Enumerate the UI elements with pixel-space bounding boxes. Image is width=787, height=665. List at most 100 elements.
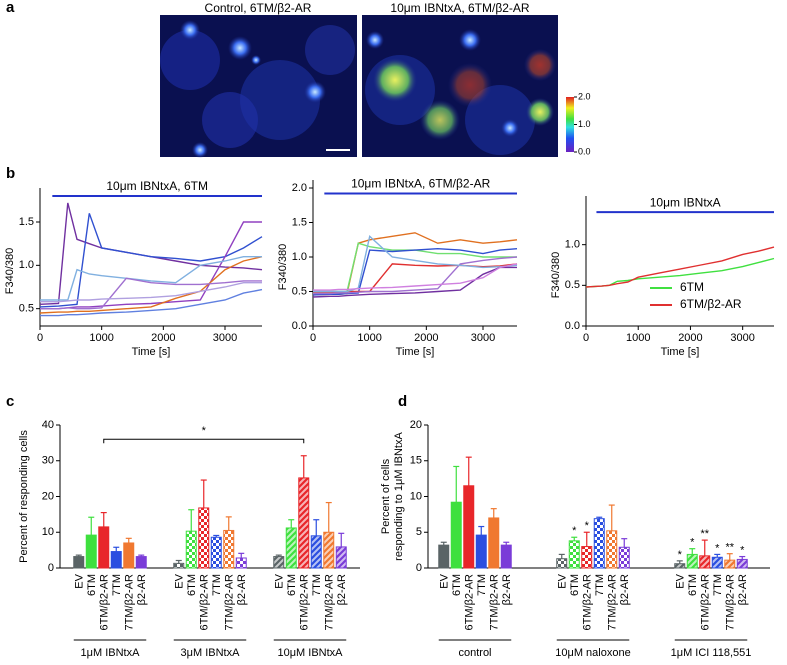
colorbar-tick-label: 2.0 [578, 91, 591, 101]
bar [223, 529, 235, 569]
bar [686, 553, 698, 569]
cell [420, 100, 460, 140]
bar-category-label: 7TM [211, 574, 223, 596]
y-tick-label: 2.0 [292, 182, 307, 194]
bar [699, 555, 711, 569]
cell [373, 58, 417, 102]
bar [736, 558, 748, 569]
x-tick-label: 3000 [730, 332, 754, 344]
bar [310, 535, 322, 569]
bar [500, 544, 512, 569]
bar-category-label: EV [274, 573, 286, 588]
cell [305, 25, 355, 75]
trace [313, 256, 518, 295]
bar-category-label: EV [74, 573, 86, 588]
bar [724, 559, 736, 569]
y-axis-label: Percent of cells [380, 458, 392, 534]
x-axis-label: Time [s] [396, 346, 435, 358]
bar-category-label: 6TM/β2-AR [464, 574, 476, 631]
bar-category-label: 6TM/β2-AR [299, 574, 311, 631]
bar [438, 544, 450, 569]
trace [313, 263, 518, 294]
bar [463, 485, 475, 569]
bar [593, 518, 605, 569]
stimulus-label: 10μm IBNtxA, 6TM [106, 179, 208, 193]
trace [39, 256, 263, 314]
bar [185, 530, 197, 569]
bar-category-label: 7TM [311, 574, 323, 596]
image-title: 10μm IBNtxA, 6TM/β2-AR [390, 1, 530, 15]
legend-label: 6TM [680, 280, 704, 294]
y-axis-label: F340/380 [277, 244, 289, 290]
cell [240, 60, 320, 140]
significance: * [202, 425, 207, 437]
y-tick-label: 0.0 [292, 320, 307, 332]
cell [366, 31, 384, 49]
x-tick-label: 2000 [678, 332, 702, 344]
panel-label: c [6, 393, 14, 410]
y-axis-label: F340/380 [550, 252, 562, 298]
trace [39, 202, 263, 305]
trace [313, 234, 518, 293]
bar-category-label: β2-AR [136, 574, 148, 605]
significance: ** [725, 542, 734, 554]
bar [198, 507, 210, 569]
cell [459, 29, 481, 51]
trace [40, 256, 262, 301]
colorbar-tick-label: 1.0 [578, 119, 591, 129]
bar-category-label: 6TM/β2-AR [99, 574, 111, 631]
y-tick-label: 1.5 [292, 216, 307, 228]
stimulus-label: 10μm IBNtxA, 6TM/β2-AR [351, 177, 491, 191]
bar [210, 536, 222, 569]
x-tick-label: 1000 [626, 332, 650, 344]
bar [298, 477, 310, 569]
legend-label: 6TM/β2-AR [680, 297, 742, 311]
bar-category-label: 7TM [712, 574, 724, 596]
significance: * [715, 542, 720, 554]
bar-category-label: 7TM [111, 574, 123, 596]
bar-category-label: 7TM/β2-AR [224, 574, 236, 631]
significance: * [585, 520, 590, 532]
bar-category-label: 7TM/β2-AR [124, 574, 136, 631]
y-tick-label: 20 [410, 419, 422, 431]
panel-label: d [398, 393, 407, 410]
cell [180, 20, 200, 40]
cell [448, 63, 492, 107]
panel-label: a [6, 0, 15, 16]
bar [110, 551, 122, 569]
bar-category-label: β2-AR [336, 574, 348, 605]
y-tick-label: 0.5 [292, 285, 307, 297]
x-tick-label: 1000 [89, 332, 113, 344]
y-tick-label: 20 [42, 490, 54, 502]
y-tick-label: 1.5 [19, 216, 34, 228]
bar [135, 556, 147, 569]
trace [313, 263, 518, 291]
trace [40, 277, 262, 310]
x-tick-label: 0 [310, 332, 316, 344]
x-tick-label: 0 [583, 332, 589, 344]
y-tick-label: 0 [48, 562, 54, 574]
bar [235, 557, 247, 569]
cell [501, 119, 519, 137]
bar [273, 556, 285, 569]
x-axis-label: Time [s] [661, 346, 700, 358]
cell [304, 81, 326, 103]
y-axis-label: Percent of responding cells [18, 430, 30, 563]
x-tick-label: 3000 [471, 332, 495, 344]
bar-category-label: β2-AR [501, 574, 513, 605]
y-axis-label: responding to 1μM IBNtxA [393, 432, 405, 561]
bar-category-label: 6TM [286, 574, 298, 596]
y-tick-label: 1.0 [19, 259, 34, 271]
y-tick-label: 10 [42, 526, 54, 538]
y-tick-label: 30 [42, 455, 54, 467]
bar-category-label: 6TM [186, 574, 198, 596]
x-tick-label: 3000 [213, 332, 237, 344]
bar-category-label: β2-AR [236, 574, 248, 605]
bar-category-label: 6TM/β2-AR [582, 574, 594, 631]
x-axis-label: Time [s] [132, 346, 171, 358]
bar [556, 558, 568, 569]
bar-category-label: 6TM [569, 574, 581, 596]
y-tick-label: 0.0 [565, 320, 580, 332]
significance: ** [700, 528, 709, 540]
significance: * [678, 549, 683, 561]
